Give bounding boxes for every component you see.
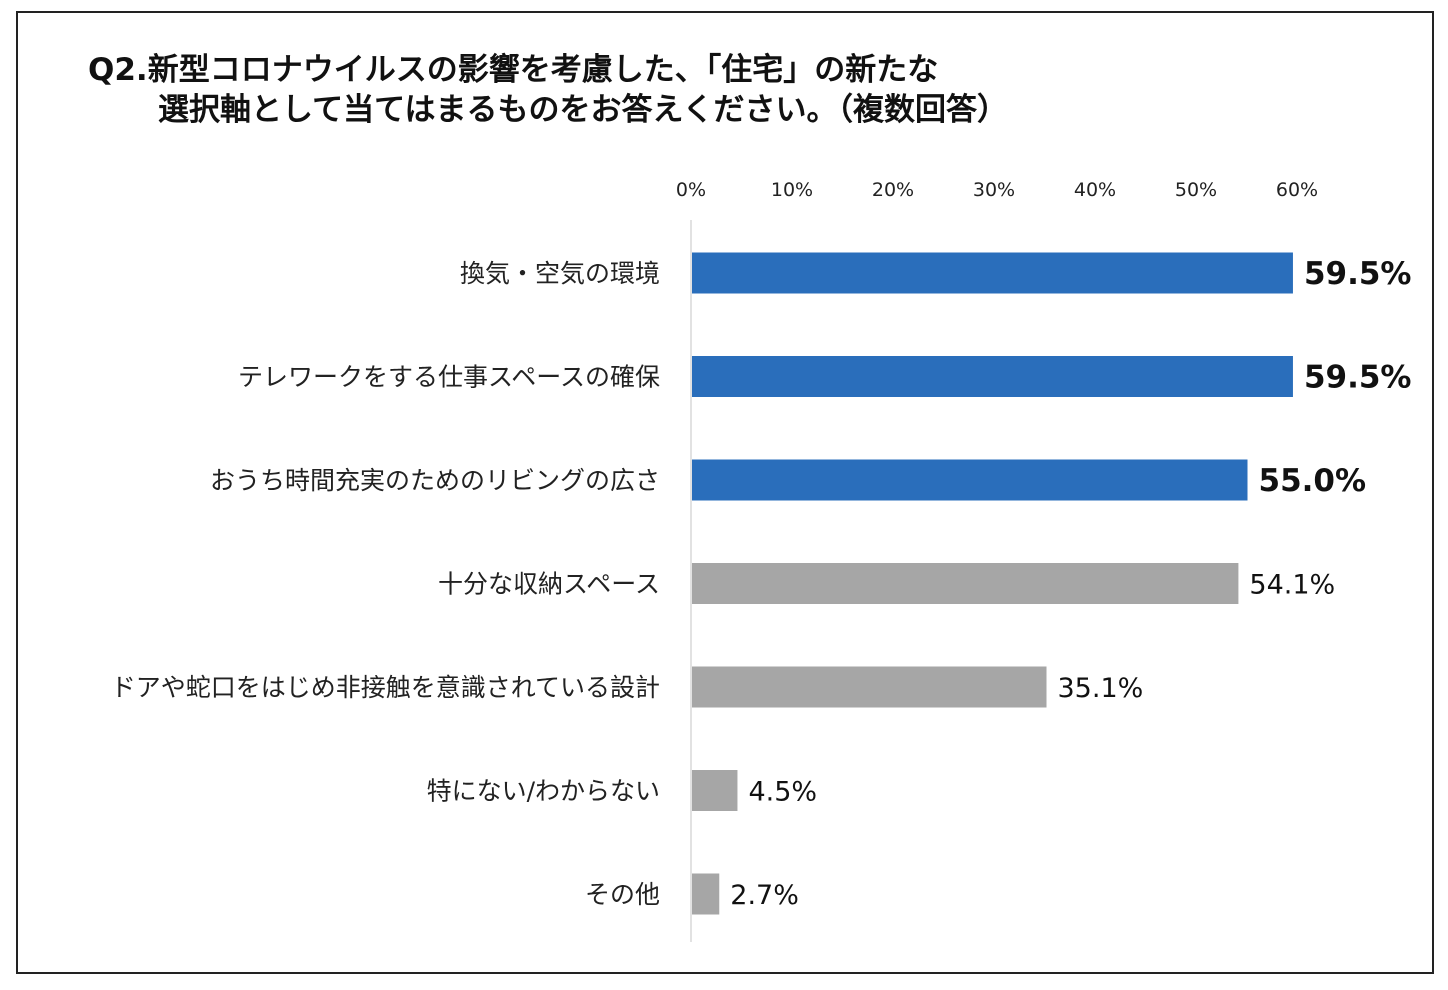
category-label: おうち時間充実のためのリビングの広さ: [210, 466, 660, 495]
bar: [692, 252, 1293, 294]
x-tick-label: 40%: [1074, 179, 1116, 201]
chart-frame: [16, 11, 1434, 974]
x-tick-label: 10%: [771, 179, 813, 201]
category-label: 特にない/わからない: [427, 777, 660, 806]
data-label: 4.5%: [748, 777, 817, 808]
bar: [692, 459, 1248, 501]
x-tick-label: 60%: [1276, 179, 1318, 201]
x-tick-label: 20%: [872, 179, 914, 201]
data-label: 55.0%: [1259, 463, 1367, 499]
bar: [692, 770, 738, 811]
category-label: 十分な収納スペース: [438, 570, 660, 599]
bar: [692, 873, 720, 915]
data-label: 59.5%: [1304, 360, 1412, 396]
data-label: 2.7%: [730, 880, 799, 911]
category-label: 換気・空気の環境: [460, 259, 660, 288]
bar: [692, 356, 1293, 397]
chart-title-line-1: Q2.新型コロナウイルスの影響を考慮した、「住宅」の新たな: [88, 52, 939, 88]
category-label: その他: [585, 880, 660, 909]
x-tick-label: 0%: [676, 179, 706, 201]
data-label: 59.5%: [1304, 256, 1412, 292]
bar: [692, 666, 1047, 708]
bar: [692, 563, 1239, 604]
chart-title-line-2: 選択軸として当てはまるものをお答えください。（複数回答）: [158, 92, 1009, 129]
category-label: テレワークをする仕事スペースの確保: [238, 363, 660, 392]
data-label: 35.1%: [1058, 673, 1144, 704]
x-tick-label: 50%: [1175, 179, 1217, 201]
x-tick-label: 30%: [973, 179, 1015, 201]
data-label: 54.1%: [1249, 570, 1335, 601]
chart-title: Q2.新型コロナウイルスの影響を考慮した、「住宅」の新たな 選択軸として当てはま…: [88, 50, 1008, 131]
category-label: ドアや蛇口をはじめ非接触を意識されている設計: [111, 673, 660, 702]
